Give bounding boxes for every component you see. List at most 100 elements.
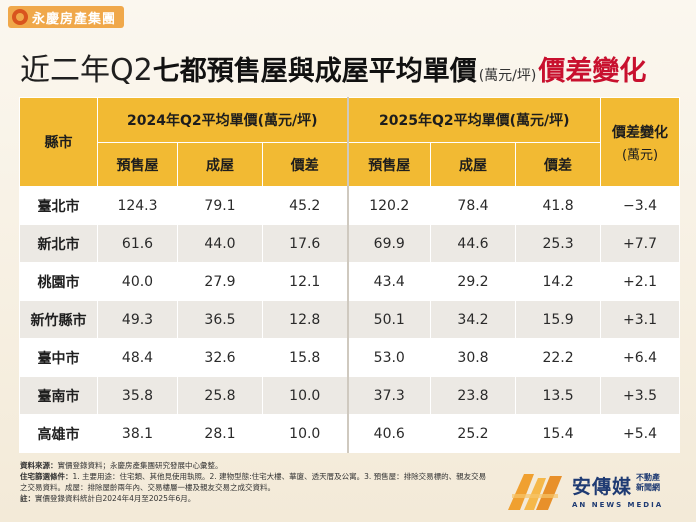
cell-presale-2025: 37.3	[347, 376, 432, 415]
cell-diff-2024: 12.8	[261, 300, 349, 339]
news-media-name: 安傳媒	[572, 476, 633, 498]
cell-presale-2025: 53.0	[347, 338, 432, 377]
news-media-icon	[508, 474, 562, 510]
cell-change: +6.4	[600, 338, 681, 377]
cell-city: 桃園市	[19, 262, 98, 301]
cell-change: +7.7	[600, 224, 681, 263]
cell-presale-2024: 40.0	[97, 262, 178, 301]
subheader-presale-2025: 預售屋	[347, 142, 432, 187]
cell-change: +3.1	[600, 300, 681, 339]
cell-existing-2024: 27.9	[177, 262, 263, 301]
cell-presale-2025: 50.1	[347, 300, 432, 339]
cell-city: 臺北市	[19, 186, 98, 225]
cell-diff-2024: 17.6	[261, 224, 349, 263]
footnote-conditions-label: 住宅篩選條件：	[20, 472, 73, 481]
cell-diff-2025: 14.2	[515, 262, 602, 301]
news-media-logo: 安傳媒 不動產 新聞網 AN NEWS MEDIA	[506, 468, 686, 514]
footnote-conditions: 住宅篩選條件：1. 主要用途：住宅類、其他見使用執照。2. 建物型態:住宅大樓、…	[20, 471, 490, 493]
cell-existing-2025: 78.4	[430, 186, 517, 225]
cell-presale-2025: 43.4	[347, 262, 432, 301]
cell-presale-2024: 38.1	[97, 414, 178, 453]
cell-existing-2025: 34.2	[430, 300, 517, 339]
cell-change: +5.4	[600, 414, 681, 453]
cell-presale-2024: 61.6	[97, 224, 178, 263]
table-body: 臺北市 124.3 79.1 45.2 120.2 78.4 41.8 −3.4 新北市 61.6…	[19, 186, 681, 453]
price-table: 縣市 2024年Q2平均單價(萬元/坪) 2025年Q2平均單價(萬元/坪) 價…	[19, 97, 681, 453]
cell-change: +2.1	[600, 262, 681, 301]
subheader-presale-2024: 預售屋	[97, 142, 178, 187]
footnote-conditions-text: 1. 主要用途：住宅類、其他見使用執照。2. 建物型態:住宅大樓、華廈、透天厝及…	[20, 472, 487, 492]
title-unit: (萬元/坪)	[478, 68, 537, 84]
cell-existing-2025: 29.2	[430, 262, 517, 301]
cell-diff-2025: 41.8	[515, 186, 602, 225]
cell-existing-2024: 28.1	[177, 414, 263, 453]
cell-existing-2024: 44.0	[177, 224, 263, 263]
cell-diff-2024: 12.1	[261, 262, 349, 301]
header-change-title: 價差變化	[612, 124, 669, 141]
news-media-side: 不動產 新聞網	[636, 473, 660, 493]
footnote-source-text: 實價登錄資料；永慶房產集團研究發展中心彙整。	[57, 461, 223, 470]
page-title: 近二年Q2 七都預售屋與成屋平均單價 (萬元/坪) 價差變化	[20, 45, 646, 89]
news-media-side-line2: 新聞網	[636, 483, 660, 492]
header-group-2025: 2025年Q2平均單價(萬元/坪)	[347, 97, 602, 143]
cell-change: +3.5	[600, 376, 681, 415]
cell-city: 高雄市	[19, 414, 98, 453]
header-change: 價差變化 (萬元)	[600, 97, 681, 187]
brand-logo: 永慶房產集團	[8, 6, 125, 28]
cell-city: 新竹縣市	[19, 300, 98, 339]
table-row: 新北市 61.6 44.0 17.6 69.9 44.6 25.3 +7.7	[19, 224, 681, 263]
table-row: 臺中市 48.4 32.6 15.8 53.0 30.8 22.2 +6.4	[19, 338, 681, 377]
subheader-existing-2025: 成屋	[430, 142, 517, 187]
cell-diff-2025: 15.4	[515, 414, 602, 453]
news-media-english: AN NEWS MEDIA	[572, 501, 664, 509]
header-change-unit: (萬元)	[621, 147, 659, 163]
footnote-note-label: 註：	[20, 494, 35, 503]
table-header-row: 縣市 2024年Q2平均單價(萬元/坪) 2025年Q2平均單價(萬元/坪) 價…	[19, 97, 681, 187]
table-row: 臺南市 35.8 25.8 10.0 37.3 23.8 13.5 +3.5	[19, 376, 681, 415]
cell-existing-2025: 25.2	[430, 414, 517, 453]
table-row: 桃園市 40.0 27.9 12.1 43.4 29.2 14.2 +2.1	[19, 262, 681, 301]
header-city: 縣市	[19, 97, 98, 187]
cell-presale-2024: 48.4	[97, 338, 178, 377]
cell-diff-2025: 22.2	[515, 338, 602, 377]
brand-logo-icon	[12, 9, 28, 25]
cell-diff-2024: 10.0	[261, 414, 349, 453]
footnote-note-text: 實價登錄資料統計自2024年4月至2025年6月。	[35, 494, 196, 503]
subheader-existing-2024: 成屋	[177, 142, 263, 187]
cell-existing-2024: 36.5	[177, 300, 263, 339]
cell-diff-2024: 45.2	[261, 186, 349, 225]
cell-city: 新北市	[19, 224, 98, 263]
cell-presale-2025: 120.2	[347, 186, 432, 225]
subheader-diff-2024: 價差	[261, 142, 349, 187]
subheader-diff-2025: 價差	[515, 142, 602, 187]
header-group-2024: 2024年Q2平均單價(萬元/坪)	[96, 97, 349, 143]
cell-presale-2024: 35.8	[97, 376, 178, 415]
cell-existing-2025: 23.8	[430, 376, 517, 415]
cell-diff-2024: 10.0	[261, 376, 349, 415]
cell-presale-2025: 40.6	[347, 414, 432, 453]
cell-existing-2024: 79.1	[177, 186, 263, 225]
cell-existing-2025: 30.8	[430, 338, 517, 377]
cell-presale-2024: 124.3	[97, 186, 178, 225]
news-media-side-line1: 不動產	[636, 473, 660, 482]
title-highlight: 價差變化	[538, 56, 647, 87]
footnote-note: 註：實價登錄資料統計自2024年4月至2025年6月。	[20, 493, 490, 504]
cell-diff-2025: 13.5	[515, 376, 602, 415]
cell-city: 臺南市	[19, 376, 98, 415]
cell-presale-2025: 69.9	[347, 224, 432, 263]
cell-existing-2024: 32.6	[177, 338, 263, 377]
table-row: 高雄市 38.1 28.1 10.0 40.6 25.2 15.4 +5.4	[19, 414, 681, 453]
cell-city: 臺中市	[19, 338, 98, 377]
cell-diff-2025: 15.9	[515, 300, 602, 339]
footnote-source: 資料來源：實價登錄資料；永慶房產集團研究發展中心彙整。	[20, 460, 490, 471]
cell-existing-2025: 44.6	[430, 224, 517, 263]
title-main: 七都預售屋與成屋平均單價	[152, 56, 477, 87]
title-period: 近二年Q2	[20, 53, 153, 88]
footnote-source-label: 資料來源：	[20, 461, 58, 470]
cell-diff-2024: 15.8	[261, 338, 349, 377]
table-subheader-row: 預售屋 成屋 價差 預售屋 成屋 價差	[20, 142, 680, 187]
cell-existing-2024: 25.8	[177, 376, 263, 415]
table-row: 臺北市 124.3 79.1 45.2 120.2 78.4 41.8 −3.4	[19, 186, 681, 225]
cell-change: −3.4	[600, 186, 681, 225]
